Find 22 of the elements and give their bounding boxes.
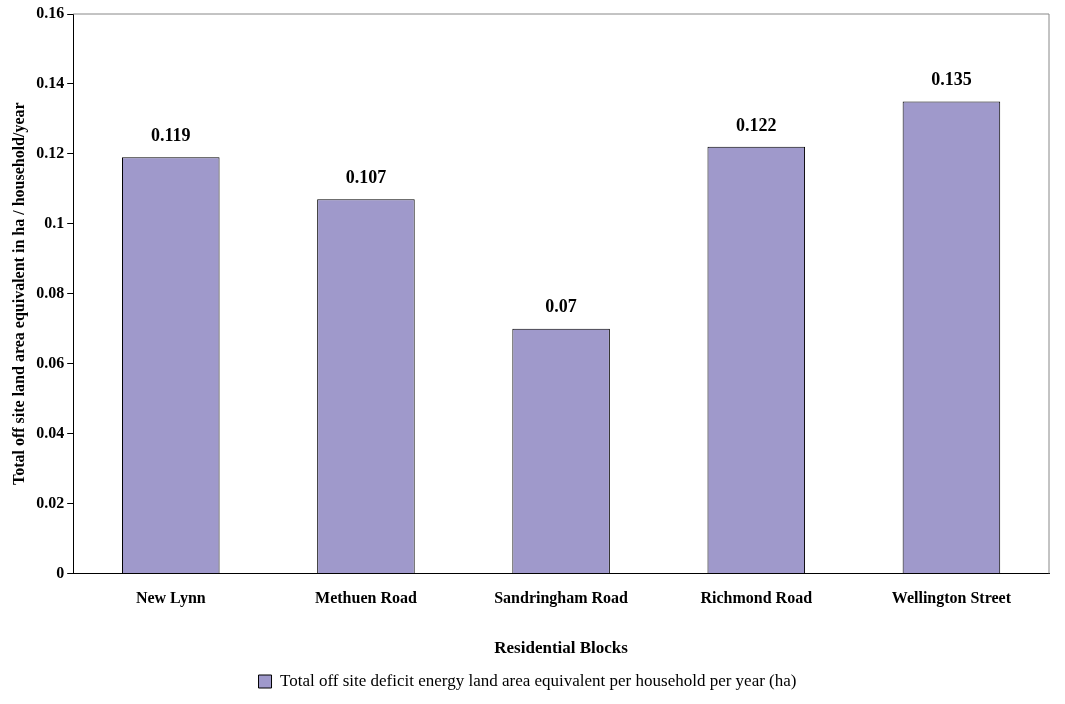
data-label: 0.107 xyxy=(345,166,387,187)
y-tick-label: 0.16 xyxy=(36,4,65,22)
data-label: 0.122 xyxy=(736,114,777,135)
data-label: 0.135 xyxy=(931,69,972,90)
y-tick-label: 0.1 xyxy=(44,213,65,231)
data-label: 0.119 xyxy=(151,125,191,145)
x-tick-label: Wellington Street xyxy=(891,589,1012,608)
x-tick-label: New Lynn xyxy=(135,589,206,608)
x-tick-label: Methuen Road xyxy=(315,589,417,607)
x-tick-label: Richmond Road xyxy=(700,589,813,607)
y-tick-label: 0 xyxy=(56,563,65,581)
data-label: 0.07 xyxy=(545,296,577,317)
y-tick-label: 0.12 xyxy=(36,143,65,161)
y-tick-label: 0.08 xyxy=(36,283,65,301)
y-tick-label: 0.14 xyxy=(36,74,65,92)
y-axis-title: Total off site land area equivalent in ha / household/year xyxy=(9,102,28,486)
y-tick-label: 0.06 xyxy=(36,353,65,371)
x-tick-label: Sandringham Road xyxy=(494,589,629,608)
y-tick-label: 0.04 xyxy=(36,423,65,441)
x-axis-title: Residential Blocks xyxy=(494,638,629,658)
legend-label: Total off site deficit energy land area equivalent per household per year (ha) xyxy=(280,670,797,690)
y-tick-label: 0.02 xyxy=(36,493,65,511)
